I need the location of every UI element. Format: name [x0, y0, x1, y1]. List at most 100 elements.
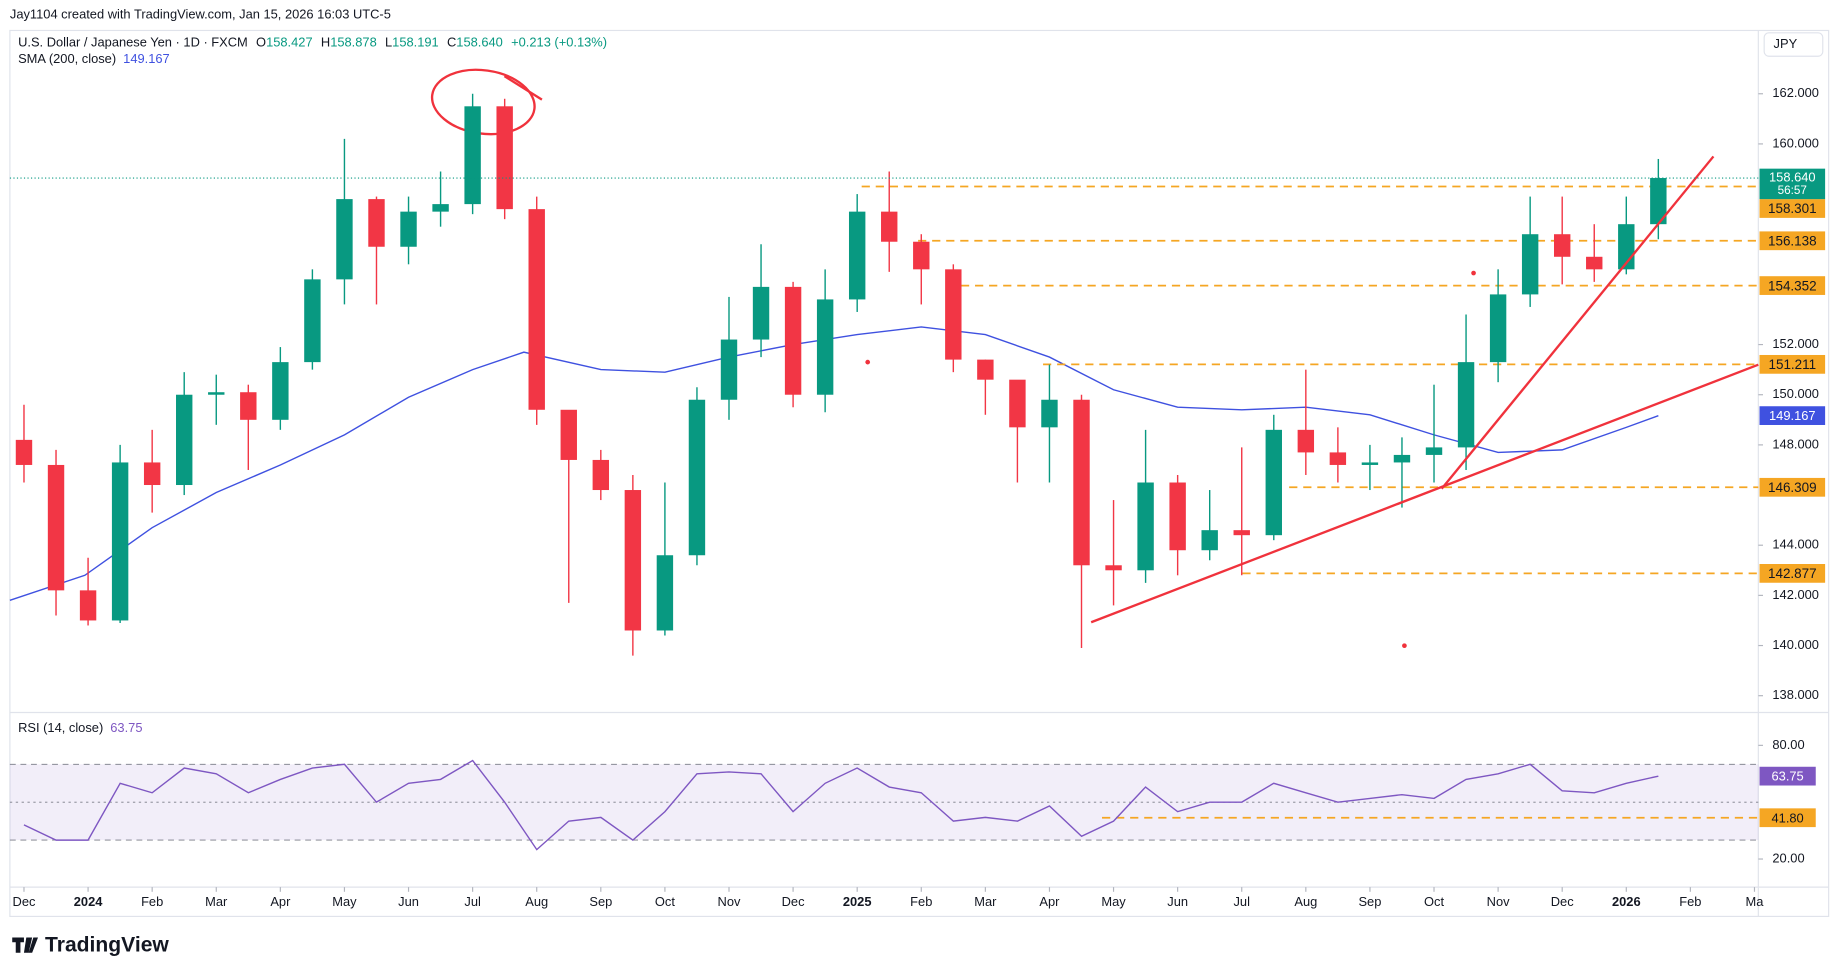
candle-body	[1393, 454, 1411, 463]
level-tag-label: 146.309	[1768, 480, 1817, 495]
candle-body	[47, 464, 65, 591]
candle-body	[784, 286, 802, 395]
candle-body	[111, 462, 129, 621]
x-tick-label: Feb	[141, 894, 163, 909]
brand: TradingView	[45, 933, 169, 956]
rsi-level-label: 41.80	[1772, 810, 1804, 825]
candle-body	[79, 590, 97, 621]
candle-body	[1650, 178, 1667, 225]
candle-body	[848, 211, 866, 300]
candle-body	[592, 459, 610, 491]
countdown: 56:57	[1778, 184, 1807, 197]
rsi-name: RSI (14, close)	[18, 720, 103, 735]
candle-body	[176, 394, 193, 486]
candle-body	[400, 211, 417, 247]
candle-body	[624, 490, 642, 631]
rsi-tick-label: 80.00	[1772, 737, 1804, 752]
level-tag	[1759, 231, 1826, 251]
highlight-stroke	[503, 75, 543, 101]
x-tick-label: Mar	[974, 894, 997, 909]
candle-body	[1105, 565, 1122, 571]
x-tick-label: Nov	[718, 894, 741, 909]
candle-body	[752, 286, 770, 340]
x-tick-label: Jul	[1234, 894, 1250, 909]
candle-body	[208, 392, 225, 395]
currency-box[interactable]	[1763, 32, 1824, 57]
candle-body	[1233, 530, 1250, 536]
x-tick-label: Apr	[270, 894, 291, 909]
candle-body	[881, 211, 898, 242]
rsi-tag-label: 63.75	[1772, 769, 1804, 784]
candle-body	[1073, 399, 1090, 566]
candle-body	[1009, 379, 1026, 428]
x-tick-label: Aug	[525, 894, 548, 909]
candle-body	[432, 204, 449, 212]
red-dot	[1471, 270, 1476, 276]
sma-value: 149.167	[123, 51, 170, 66]
x-tick-label: Sep	[1358, 894, 1381, 909]
candle-body	[945, 269, 962, 360]
candle-body	[143, 462, 161, 486]
level-tag-label: 154.352	[1768, 278, 1817, 293]
symbol: U.S. Dollar / Japanese Yen · 1D · FXCM	[18, 35, 248, 50]
logo: TradingView	[12, 933, 169, 956]
red-dot	[1402, 643, 1407, 649]
candle-body	[977, 359, 994, 380]
candle-body	[688, 399, 706, 556]
sma-name: SMA (200, close)	[18, 51, 116, 66]
level-tag	[1759, 276, 1826, 295]
x-tick-label: Ma	[1746, 894, 1765, 909]
x-tick-label: Feb	[910, 894, 932, 909]
candle-body	[1553, 234, 1571, 257]
candle-body	[15, 439, 33, 465]
legend-high: 158.878	[330, 35, 377, 50]
sma-tag-label: 149.167	[1769, 408, 1816, 423]
y-tick-label: 140.000	[1772, 637, 1819, 652]
candle-body	[1329, 452, 1347, 465]
y-tick-label: 144.000	[1772, 537, 1819, 552]
candle-body	[528, 209, 545, 410]
x-tick-label: 2025	[843, 894, 872, 909]
candle-body	[1297, 429, 1315, 453]
level-tag	[1759, 354, 1826, 374]
candle-body	[1265, 429, 1282, 536]
candle-body	[1169, 482, 1186, 551]
candle-body	[496, 106, 513, 210]
sma-line	[9, 326, 1659, 602]
y-tick-label: 152.000	[1772, 336, 1819, 351]
level-tag-label: 151.211	[1768, 357, 1816, 372]
legend-low: 158.191	[392, 35, 439, 50]
candle-body	[720, 339, 738, 400]
currency: JPY	[1774, 36, 1798, 51]
y-tick-label: 142.000	[1772, 587, 1819, 602]
x-tick-label: Sep	[589, 894, 612, 909]
level-tag	[1759, 477, 1826, 497]
level-tag	[1759, 199, 1826, 218]
legend-change: +0.213 (+0.13%)	[511, 35, 607, 50]
candle-body	[336, 199, 353, 280]
rsi-tag	[1759, 766, 1816, 786]
x-tick-label: Feb	[1679, 894, 1701, 909]
candle-body	[1586, 256, 1603, 270]
rsi-level-tag	[1759, 808, 1816, 828]
x-tick-label: Dec	[1551, 894, 1574, 909]
candle-body	[1041, 399, 1058, 428]
y-tick-label: 160.000	[1772, 135, 1819, 150]
x-tick-label: Aug	[1294, 894, 1317, 909]
candle-body	[1361, 462, 1379, 465]
x-tick-label: Jul	[464, 894, 480, 909]
candle-body	[1425, 447, 1443, 455]
level-tag	[1759, 564, 1826, 583]
candle-body	[560, 409, 577, 460]
candle-body	[240, 392, 257, 420]
last-price-tag	[1759, 168, 1826, 200]
x-tick-label: Mar	[205, 894, 228, 909]
rsi-value: 63.75	[110, 720, 142, 735]
trendline	[1090, 363, 1759, 624]
x-tick-label: Nov	[1487, 894, 1510, 909]
candle-body	[304, 279, 321, 363]
rsi-line	[23, 759, 1659, 851]
red-dot	[865, 359, 871, 365]
attribution: Jay1104 created with TradingView.com, Ja…	[10, 7, 391, 22]
